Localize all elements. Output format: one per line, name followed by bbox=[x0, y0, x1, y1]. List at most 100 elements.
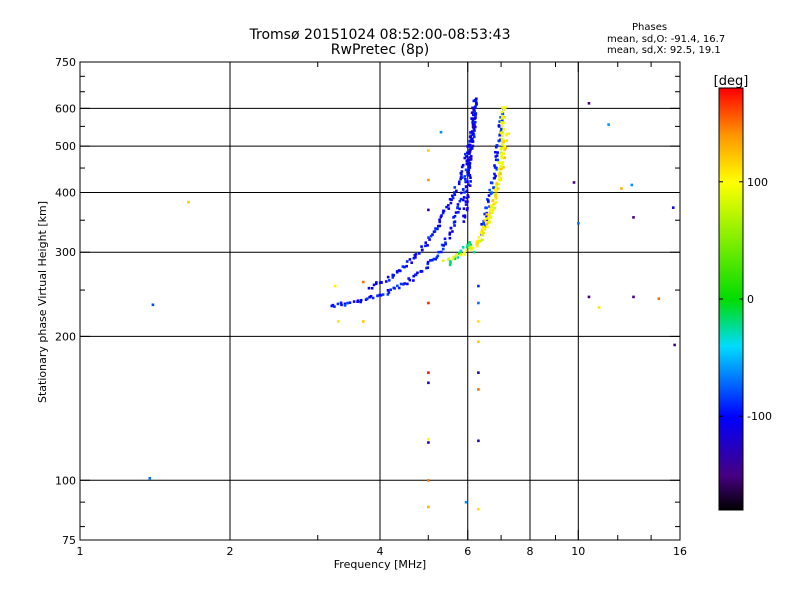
colorbar-strip bbox=[719, 234, 743, 236]
scatter-point bbox=[477, 439, 480, 443]
colorbar-strip bbox=[719, 248, 743, 250]
colorbar-strip bbox=[719, 454, 743, 456]
colorbar-strip bbox=[719, 269, 743, 271]
colorbar-strip bbox=[719, 169, 743, 171]
trace-point bbox=[483, 223, 487, 227]
trace-point bbox=[480, 228, 484, 232]
colorbar-strip bbox=[719, 356, 743, 358]
colorbar-strip bbox=[719, 268, 743, 270]
scatter-point bbox=[361, 320, 365, 323]
trace-point bbox=[463, 191, 466, 194]
trace-point bbox=[441, 259, 445, 262]
colorbar-strip bbox=[719, 132, 743, 134]
colorbar-strip bbox=[719, 92, 743, 94]
scatter-point bbox=[597, 306, 601, 309]
y-tick-label: 200 bbox=[55, 330, 76, 343]
colorbar-strip bbox=[719, 411, 743, 413]
trace-point bbox=[505, 132, 508, 136]
trace-point bbox=[499, 138, 502, 141]
trace-point bbox=[501, 134, 504, 138]
colorbar-strip bbox=[719, 314, 743, 316]
colorbar-strip bbox=[719, 455, 743, 457]
colorbar-strip bbox=[719, 161, 743, 163]
trace-point bbox=[463, 175, 467, 178]
colorbar-strip bbox=[719, 408, 743, 410]
trace-point bbox=[450, 198, 453, 201]
colorbar-strip bbox=[719, 437, 743, 439]
trace-point bbox=[482, 231, 485, 235]
colorbar-strip bbox=[719, 174, 743, 176]
colorbar-strip bbox=[719, 271, 743, 273]
trace-point bbox=[500, 117, 504, 120]
colorbar-strip bbox=[719, 429, 743, 431]
colorbar-strip bbox=[719, 361, 743, 363]
trace-point bbox=[489, 210, 493, 213]
colorbar-strip bbox=[719, 367, 743, 369]
colorbar-strip bbox=[719, 441, 743, 443]
colorbar-strip bbox=[719, 383, 743, 385]
colorbar-strip bbox=[719, 297, 743, 299]
trace-point bbox=[408, 258, 412, 261]
trace-point bbox=[503, 156, 506, 159]
colorbar-strip bbox=[719, 212, 743, 214]
colorbar-tick-label: 0 bbox=[747, 293, 754, 306]
trace-point bbox=[483, 219, 487, 222]
trace-point bbox=[485, 225, 489, 229]
colorbar-strip bbox=[719, 117, 743, 119]
trace-point bbox=[495, 181, 499, 185]
trace-point bbox=[480, 223, 483, 226]
trace-point bbox=[434, 257, 437, 261]
trace-point bbox=[495, 154, 499, 157]
colorbar-strip bbox=[719, 477, 743, 479]
colorbar-strip bbox=[719, 398, 743, 400]
colorbar-strip bbox=[719, 121, 743, 123]
trace-point bbox=[426, 244, 429, 247]
colorbar-strip bbox=[719, 504, 743, 506]
colorbar-strip bbox=[719, 304, 743, 306]
colorbar-strip bbox=[719, 467, 743, 469]
trace-point bbox=[502, 152, 506, 156]
colorbar-strip bbox=[719, 459, 743, 461]
colorbar-strip bbox=[719, 494, 743, 496]
colorbar-strip bbox=[719, 262, 743, 264]
trace-point bbox=[459, 177, 462, 181]
trace-point bbox=[437, 250, 441, 254]
colorbar-strip bbox=[719, 102, 743, 104]
colorbar-strip bbox=[719, 166, 743, 168]
colorbar-strip bbox=[719, 141, 743, 143]
colorbar-strip bbox=[719, 463, 743, 465]
trace-point bbox=[370, 286, 374, 290]
colorbar-strip bbox=[719, 365, 743, 367]
trace-point bbox=[471, 144, 475, 148]
colorbar-strip bbox=[719, 276, 743, 278]
scatter-point bbox=[427, 441, 430, 444]
trace-point bbox=[462, 220, 466, 223]
trace-point bbox=[336, 302, 340, 306]
trace-point bbox=[505, 139, 509, 143]
trace-point bbox=[481, 225, 485, 229]
trace-point bbox=[457, 210, 460, 214]
colorbar-strip bbox=[719, 233, 743, 235]
colorbar-strip bbox=[719, 449, 743, 451]
colorbar-strip bbox=[719, 443, 743, 445]
colorbar-strip bbox=[719, 258, 743, 260]
colorbar-strip bbox=[719, 506, 743, 508]
colorbar-strip bbox=[719, 461, 743, 463]
colorbar-strip bbox=[719, 406, 743, 408]
trace-point bbox=[501, 130, 504, 134]
trace-point bbox=[472, 250, 476, 254]
colorbar-strip bbox=[719, 349, 743, 351]
trace-point bbox=[371, 296, 375, 300]
colorbar-strip bbox=[719, 483, 743, 485]
colorbar-strip bbox=[719, 254, 743, 256]
colorbar-strip bbox=[719, 395, 743, 397]
colorbar-strip bbox=[719, 321, 743, 323]
trace-point bbox=[452, 216, 455, 219]
trace-point bbox=[495, 186, 498, 189]
trace-point bbox=[485, 215, 488, 219]
colorbar-strip bbox=[719, 256, 743, 258]
trace-point bbox=[503, 116, 506, 119]
colorbar-strip bbox=[719, 404, 743, 406]
colorbar-strip bbox=[719, 296, 743, 298]
colorbar-strip bbox=[719, 303, 743, 305]
